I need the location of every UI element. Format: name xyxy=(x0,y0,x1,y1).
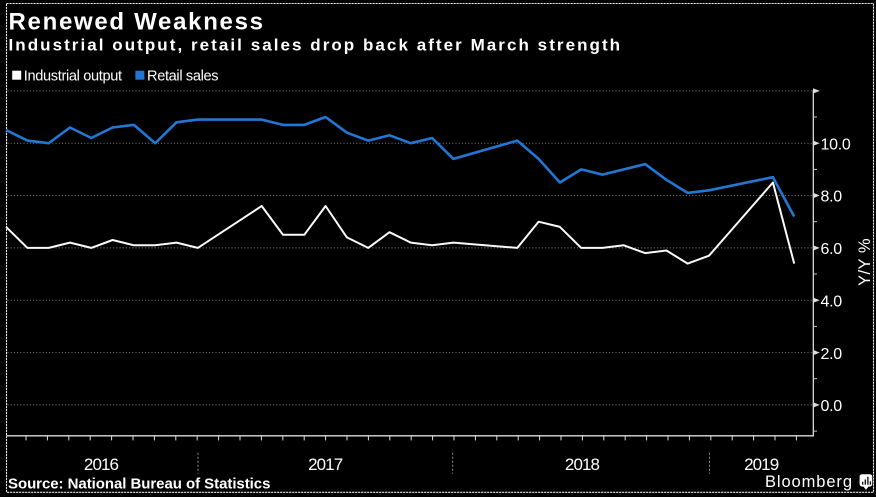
svg-text:2018: 2018 xyxy=(565,455,600,474)
svg-text:10.0: 10.0 xyxy=(821,136,851,153)
svg-text:0.0: 0.0 xyxy=(821,398,843,415)
svg-text:2016: 2016 xyxy=(84,455,119,474)
svg-text:2.0: 2.0 xyxy=(821,346,843,363)
svg-text:6.0: 6.0 xyxy=(821,241,843,258)
svg-text:Source: National Bureau of Sta: Source: National Bureau of Statistics xyxy=(8,476,270,493)
svg-text:2017: 2017 xyxy=(308,455,343,474)
svg-text:Industrial output: Industrial output xyxy=(24,69,122,85)
svg-text:4.0: 4.0 xyxy=(821,293,843,310)
svg-text:8.0: 8.0 xyxy=(821,189,843,206)
svg-text:2019: 2019 xyxy=(744,455,779,474)
svg-text:Y/Y %: Y/Y % xyxy=(856,238,874,286)
svg-text:Bloomberg: Bloomberg xyxy=(765,473,853,491)
svg-text:Industrial output, retail sale: Industrial output, retail sales drop bac… xyxy=(9,36,623,55)
svg-text:Renewed Weakness: Renewed Weakness xyxy=(9,9,265,36)
svg-text:Retail sales: Retail sales xyxy=(147,69,218,85)
